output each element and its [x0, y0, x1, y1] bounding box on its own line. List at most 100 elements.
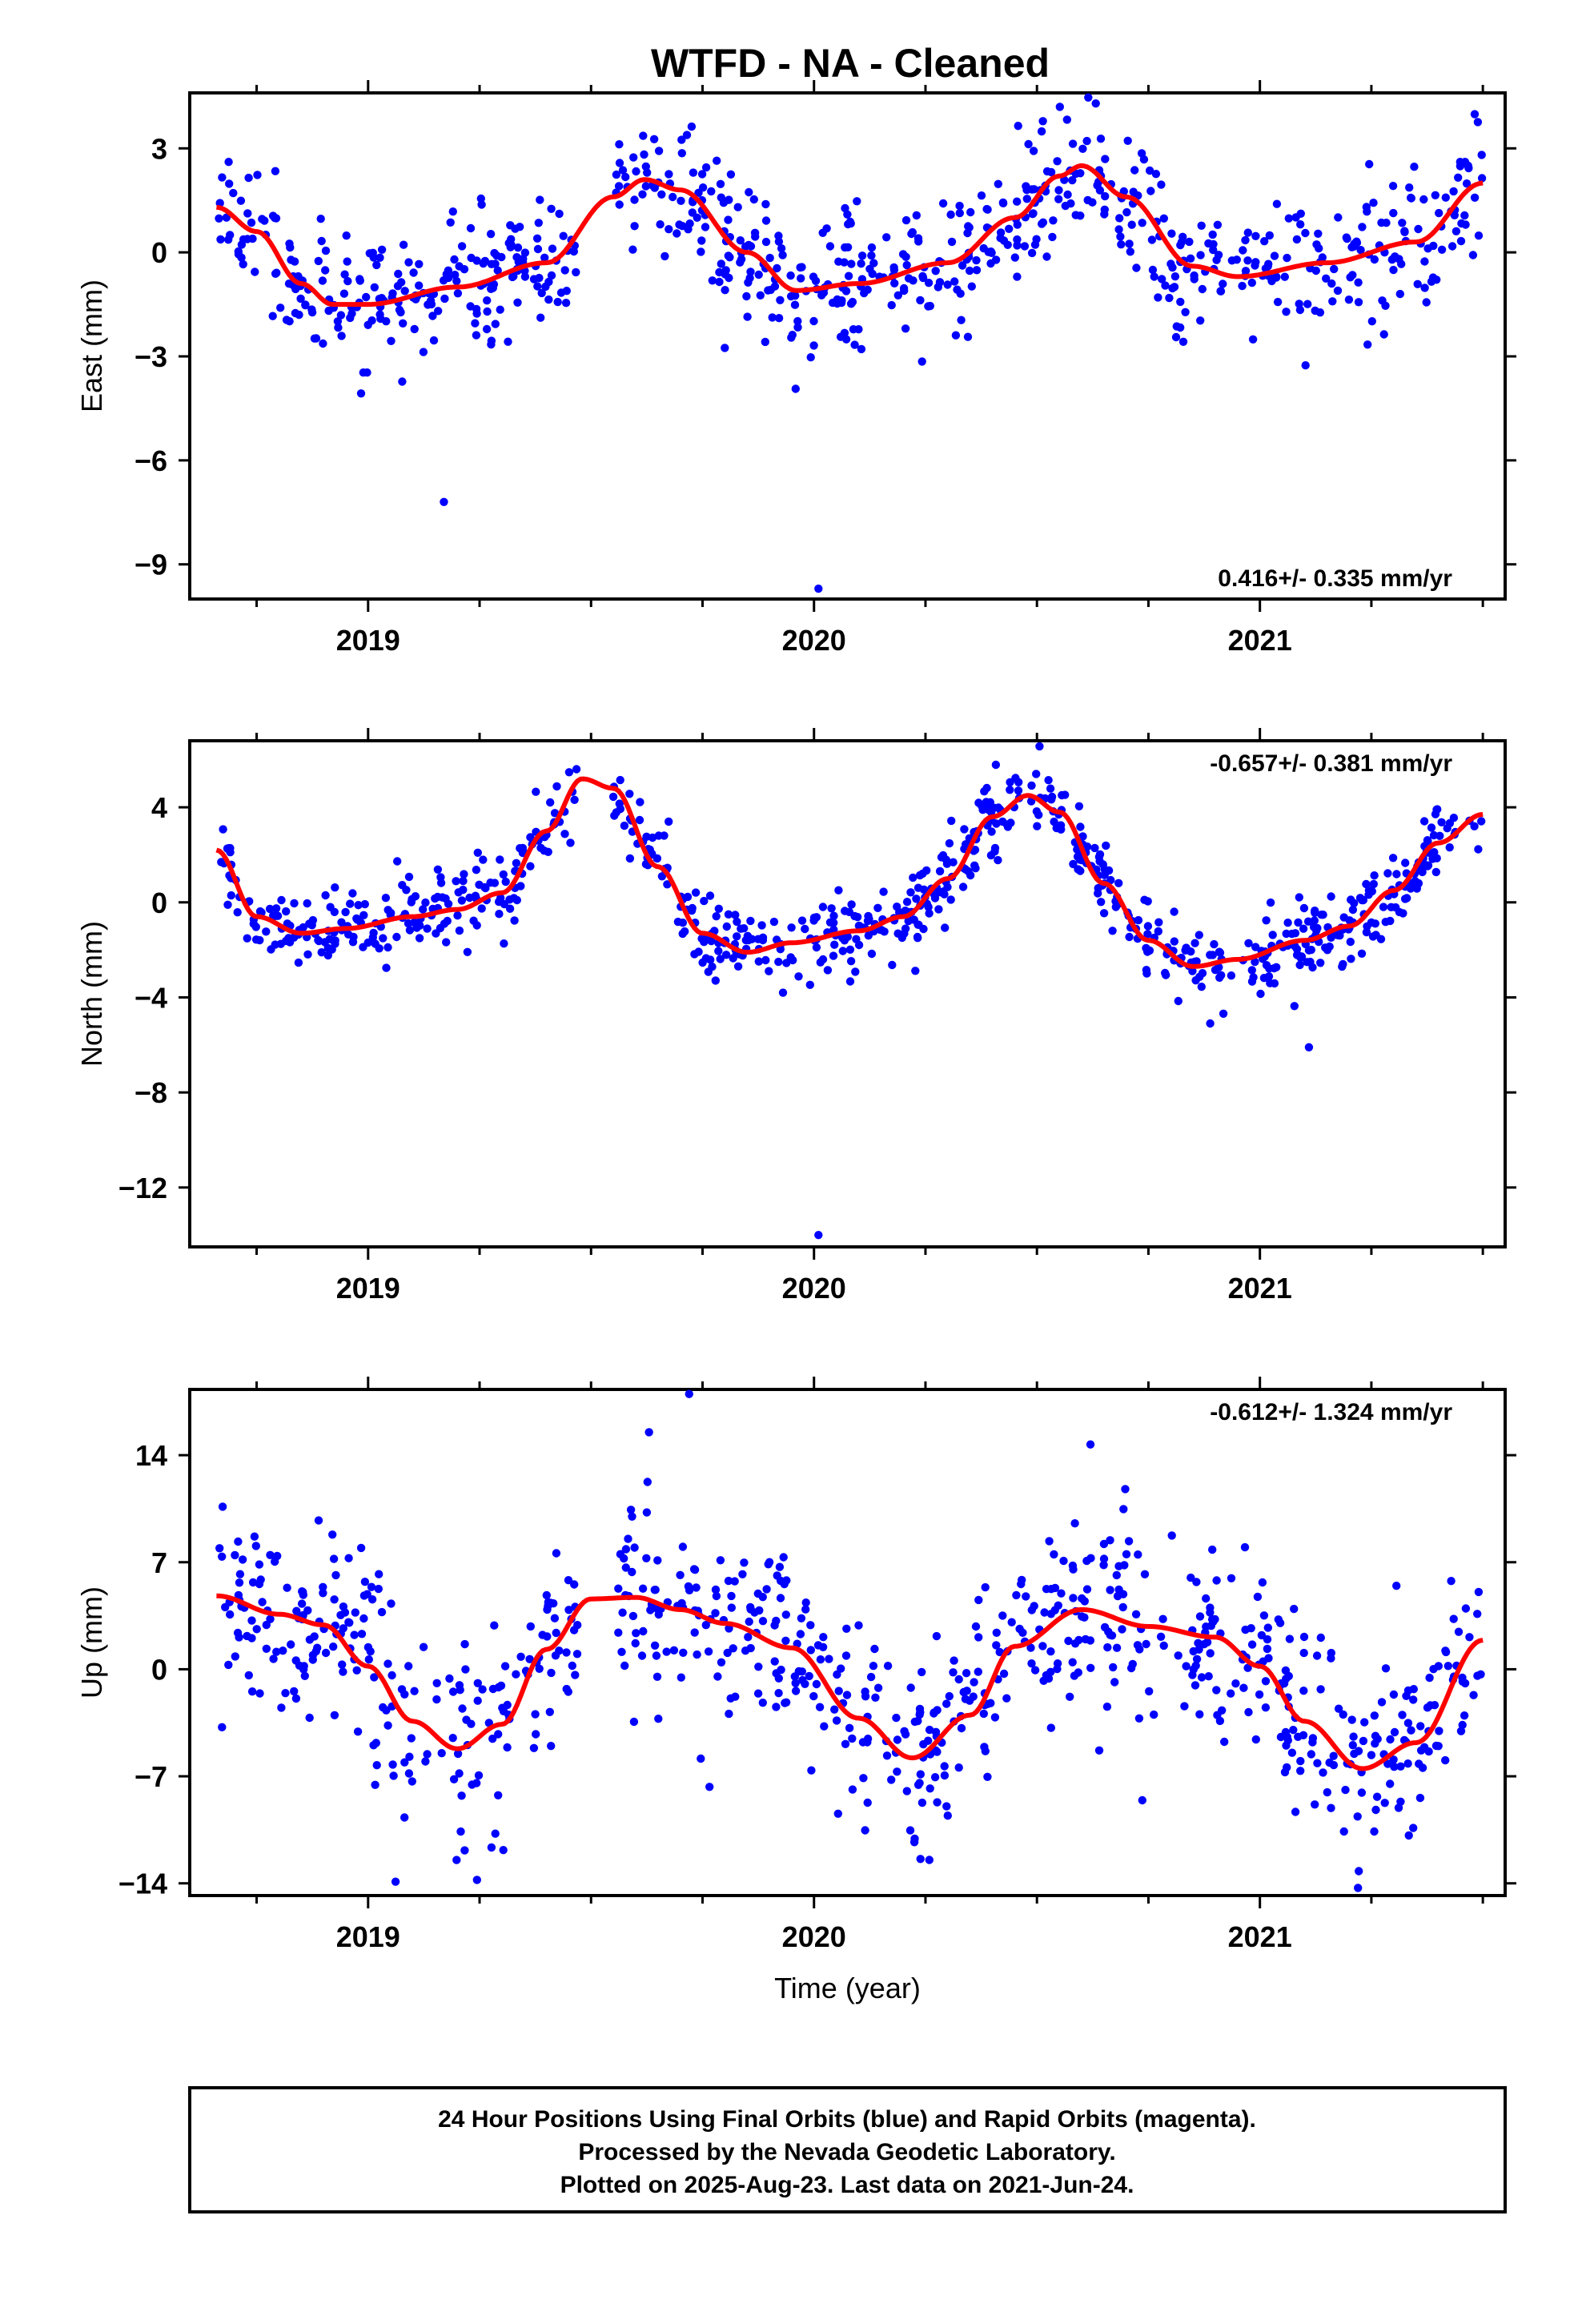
up-data-point [614, 1584, 623, 1593]
east-data-point [957, 316, 966, 324]
east-data-point [996, 228, 1006, 237]
up-data-point [1456, 1727, 1466, 1735]
up-data-point [1012, 1590, 1021, 1600]
north-data-point [947, 816, 956, 826]
east-data-point [387, 336, 396, 345]
up-data-point [1106, 1586, 1114, 1594]
up-data-point [1244, 1707, 1253, 1717]
up-data-point [913, 1780, 923, 1789]
up-data-point [1112, 1570, 1122, 1580]
north-data-point [913, 883, 923, 892]
up-data-point [1018, 1628, 1027, 1638]
up-data-point [1353, 1812, 1362, 1821]
up-data-point [942, 1699, 951, 1708]
up-data-point [487, 1843, 496, 1852]
north-data-point [1027, 781, 1036, 790]
east-data-point [333, 317, 343, 326]
up-data-point [1396, 1762, 1405, 1771]
north-data-point [757, 921, 766, 930]
up-data-point [616, 1550, 625, 1558]
up-data-point [252, 1625, 261, 1634]
east-data-point [1196, 316, 1205, 325]
east-data-point [476, 194, 485, 203]
east-data-point [1158, 275, 1166, 283]
east-data-point [1292, 235, 1302, 244]
up-data-point [717, 1658, 726, 1667]
up-data-point [866, 1672, 876, 1682]
east-data-point [467, 253, 476, 263]
up-data-point [1370, 1827, 1379, 1836]
north-data-point [847, 900, 856, 909]
east-data-point [394, 269, 403, 279]
east-data-point [857, 251, 867, 260]
up-data-point [820, 1722, 829, 1731]
east-data-point [774, 314, 784, 323]
north-data-point [251, 923, 260, 931]
up-data-point [305, 1713, 314, 1723]
north-data-point [812, 943, 821, 952]
east-data-point [544, 277, 553, 287]
east-data-point [362, 292, 371, 302]
east-data-point [491, 259, 500, 268]
up-data-point [942, 1802, 951, 1811]
up-data-point [806, 1646, 815, 1655]
up-data-point [882, 1751, 892, 1760]
east-data-point [806, 353, 815, 362]
east-data-point [1132, 263, 1141, 272]
up-data-point [983, 1772, 992, 1781]
north-data-point [838, 947, 848, 955]
north-data-point [495, 910, 504, 919]
up-data-point [562, 1648, 571, 1657]
east-data-point [901, 252, 910, 261]
up-data-point [684, 1582, 693, 1591]
up-data-point [1189, 1647, 1198, 1656]
east-data-point [958, 261, 967, 270]
north-data-point [473, 848, 482, 858]
up-data-point [1121, 1485, 1130, 1494]
up-data-point [1263, 1623, 1273, 1632]
east-data-point [1270, 251, 1279, 260]
north-data-point [845, 945, 855, 955]
east-data-point [946, 210, 955, 219]
east-data-point [1284, 214, 1294, 223]
up-data-point [291, 1694, 301, 1703]
east-data-point [296, 294, 305, 304]
up-data-point [473, 1696, 482, 1705]
up-data-point [1416, 1722, 1425, 1731]
east-xtick-label: 2021 [1228, 624, 1292, 657]
east-data-point [1063, 190, 1072, 199]
east-data-point [847, 259, 856, 268]
north-data-point [1370, 871, 1379, 880]
east-data-point [1464, 163, 1473, 173]
east-data-point [1328, 297, 1337, 306]
east-data-point [369, 253, 378, 262]
up-data-point [353, 1727, 363, 1736]
up-data-point [1319, 1768, 1327, 1777]
up-data-point [400, 1813, 409, 1822]
east-data-point [1186, 254, 1195, 263]
up-data-point [809, 1691, 818, 1701]
north-data-point [552, 782, 561, 791]
north-data-point [1477, 817, 1486, 826]
up-data-point [1106, 1630, 1114, 1639]
up-data-point [940, 1762, 949, 1771]
north-ytick-label: 0 [151, 887, 167, 919]
up-data-point [1386, 1735, 1395, 1744]
east-data-point [450, 255, 459, 264]
north-data-point [1395, 907, 1404, 917]
up-data-point [389, 1771, 398, 1780]
up-data-point [516, 1652, 525, 1661]
north-data-point [724, 910, 733, 919]
north-data-point [412, 923, 421, 932]
east-data-point [1178, 337, 1188, 346]
north-data-point [436, 879, 446, 887]
up-data-point [724, 1576, 733, 1586]
up-data-point [1203, 1638, 1212, 1647]
up-data-point [887, 1775, 896, 1784]
east-ytick-label: 3 [151, 132, 167, 165]
east-data-point [882, 233, 891, 242]
north-data-point [938, 850, 948, 860]
east-data-point [841, 203, 849, 213]
up-data-point [1102, 1703, 1112, 1711]
east-data-point [615, 140, 624, 149]
